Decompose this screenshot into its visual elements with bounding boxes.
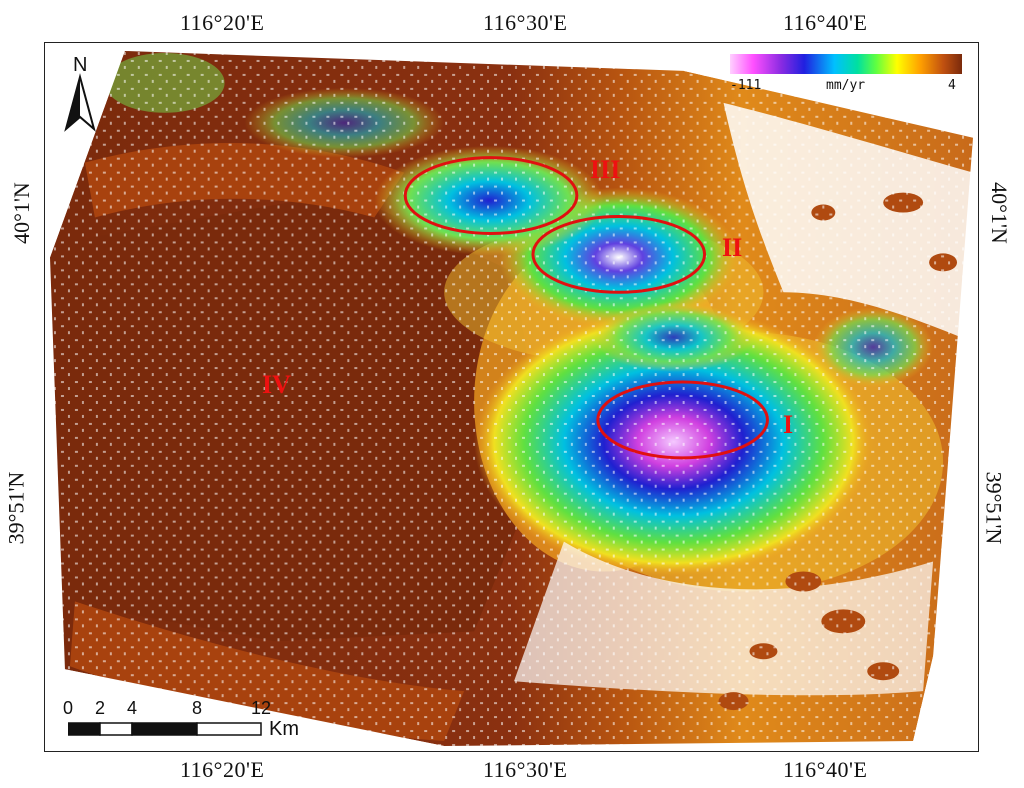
north-arrow-icon [64,73,96,132]
colorbar [730,54,962,74]
scale-bar-graphic [68,722,262,736]
lat-label-left-2: 39°51'N [3,471,29,545]
legend-min-value: -111 [730,78,762,93]
ellipse-I [596,380,769,460]
legend-unit: mm/yr [826,78,866,93]
ellipse-III [403,156,579,235]
region-label-IV: IV [262,370,291,399]
scale-tick-2: 2 [94,698,106,718]
lon-label-top-2: 116°30'E [483,10,568,35]
lon-label-bottom-3: 116°40'E [783,757,868,782]
subsidence-map [45,43,978,751]
region-label-I: I [783,410,794,439]
scale-tick-12: 12 [250,698,272,718]
scale-tick-4: 4 [126,698,138,718]
colorbar-legend: -111 mm/yr 4 [730,54,970,98]
scale-tick-0: 0 [62,698,74,718]
lon-label-top-3: 116°40'E [783,10,868,35]
lon-label-top-1: 116°20'E [180,10,265,35]
lat-label-right-2: 39°51'N [981,471,1007,545]
lon-label-bottom-1: 116°20'E [180,757,265,782]
ellipse-II [531,215,707,294]
lat-label-right-1: 40°1'N [986,182,1012,244]
region-label-III: III [590,155,621,184]
legend-max-value: 4 [948,78,956,93]
lat-label-left-1: 40°1'N [8,182,34,244]
scale-unit: Km [269,718,299,740]
lon-label-bottom-2: 116°30'E [483,757,568,782]
north-label: N [73,54,88,76]
map-frame [44,42,979,752]
scale-bar: 0 2 4 8 12 Km [62,698,324,743]
region-label-II: II [722,233,743,262]
scale-tick-8: 8 [191,698,203,718]
